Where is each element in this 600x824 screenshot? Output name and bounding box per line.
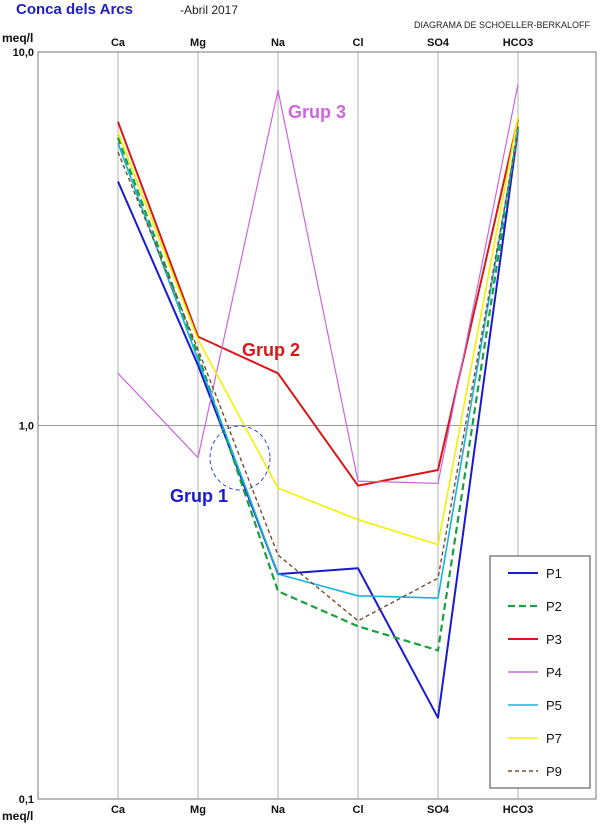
y-axis-label-bottom: meq/l: [2, 809, 33, 823]
x-tick-top-mg: Mg: [190, 37, 206, 49]
annotation-grup-3: Grup 3: [288, 102, 346, 122]
series-line-p2: [116, 126, 520, 652]
legend-label-p5: P5: [546, 698, 562, 713]
series-line-p7: [117, 116, 519, 546]
legend-label-p3: P3: [546, 632, 562, 647]
x-axis-bottom: Ca Mg Na Cl SO4 HCO3: [111, 804, 533, 816]
legend-label-p2: P2: [546, 599, 562, 614]
series-layer: [116, 84, 520, 719]
legend-label-p9: P9: [546, 764, 562, 779]
y-tick-2: 0,1: [19, 794, 34, 806]
x-tick-top-hco3: HCO3: [503, 37, 534, 49]
series-line-p5: [117, 129, 519, 599]
legend-label-p4: P4: [546, 665, 562, 680]
chart-subtitle: -Abril 2017: [180, 3, 238, 17]
series-line-p4: [117, 84, 519, 484]
x-tick-top-ca: Ca: [111, 37, 126, 49]
annotation-grup-1: Grup 1: [170, 486, 228, 506]
x-axis-top: Ca Mg Na Cl SO4 HCO3: [111, 37, 533, 49]
series-line-p3: [117, 119, 519, 487]
diagram-name: DIAGRAMA DE SCHOELLER-BERKALOFF: [414, 20, 591, 30]
x-tick-bottom-hco3: HCO3: [503, 804, 534, 816]
legend-label-p1: P1: [546, 566, 562, 581]
legend-box: [489, 555, 591, 789]
x-tick-top-so4: SO4: [427, 37, 450, 49]
y-axis-label-top: meq/l: [2, 31, 33, 45]
series-line-p9: [117, 132, 519, 622]
x-tick-top-na: Na: [271, 37, 286, 49]
series-line-p1: [117, 129, 519, 719]
x-tick-bottom-cl: Cl: [353, 804, 364, 816]
annotation-grup-2: Grup 2: [242, 340, 300, 360]
x-tick-bottom-so4: SO4: [427, 804, 450, 816]
grup1-highlight-circle: [209, 425, 271, 491]
chart-title: Conca dels Arcs: [16, 1, 133, 18]
legend-label-p7: P7: [546, 731, 562, 746]
x-tick-bottom-na: Na: [271, 804, 286, 816]
x-tick-bottom-ca: Ca: [111, 804, 126, 816]
legend: P1 P2 P3 P4 P5 P7 P9: [489, 555, 591, 789]
x-tick-top-cl: Cl: [353, 37, 364, 49]
y-tick-1: 1,0: [19, 421, 34, 433]
plot-frame: [37, 51, 597, 800]
y-axis: 10,0 1,0 0,1: [13, 47, 34, 806]
y-tick-0: 10,0: [13, 47, 34, 59]
x-tick-bottom-mg: Mg: [190, 804, 206, 816]
